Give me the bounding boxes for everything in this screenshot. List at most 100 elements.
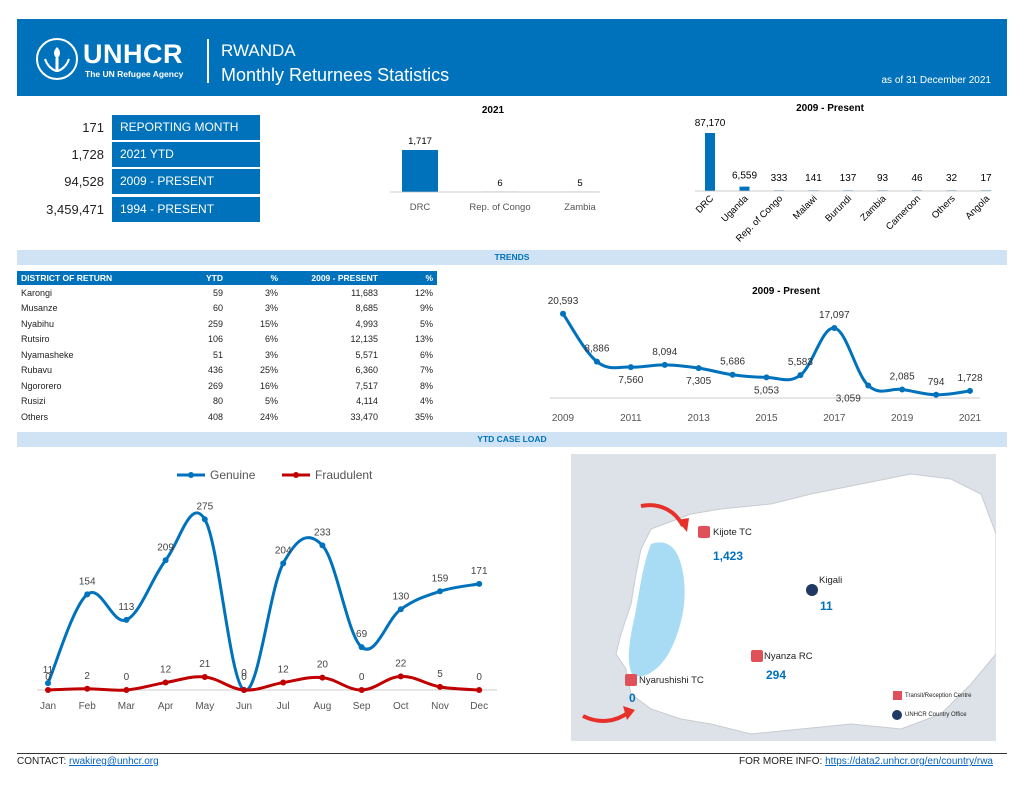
- legend-reception-icon: [893, 691, 902, 700]
- bar: [739, 186, 750, 191]
- data-point: [280, 679, 287, 686]
- data-label: 0: [476, 672, 482, 683]
- kpi-1994-present: 3,459,471 1994 - PRESENT: [17, 197, 260, 222]
- table-cell: Rubavu: [21, 365, 53, 376]
- data-point: [280, 560, 287, 567]
- table-row: Rutsiro 106 6% 12,135 13%: [17, 332, 437, 348]
- map-location-value: 1,423: [713, 549, 744, 563]
- bar-value-label: 6: [497, 178, 502, 189]
- bar-value-label: 17: [980, 173, 992, 184]
- x-tick-label: 2013: [688, 413, 711, 424]
- table-cell: Nyabihu: [21, 318, 55, 329]
- table-cell: 408: [207, 411, 223, 422]
- data-point: [899, 386, 906, 393]
- table-row: Musanze 60 3% 8,685 9%: [17, 301, 437, 317]
- x-tick-label: Dec: [470, 701, 488, 712]
- data-label: 1,728: [957, 373, 982, 384]
- table-row: Others 408 24% 33,470 35%: [17, 409, 437, 425]
- legend-office-icon: [892, 710, 902, 720]
- data-label: 12: [160, 665, 172, 676]
- x-tick-label: Sep: [353, 701, 371, 712]
- data-label: 233: [314, 527, 331, 538]
- table-cell: 60: [212, 303, 223, 314]
- table-cell: 51: [212, 349, 223, 360]
- x-tick-label: Apr: [158, 701, 174, 712]
- data-label: 159: [432, 573, 449, 584]
- table-cell: 33,470: [350, 411, 378, 422]
- table-header-cell: %: [227, 271, 282, 285]
- table-cell: 5,571: [355, 349, 378, 360]
- data-label: 2: [84, 671, 90, 682]
- map-legend-label: UNHCR Country Office: [905, 712, 967, 718]
- map-location-name: Kigali: [819, 575, 843, 586]
- ytd-monthly-line-chart: Genuine Fraudulent 11 154 113 209 275 0 204 233 69…: [37, 468, 497, 712]
- table-header-cell: DISTRICT OF RETURN: [17, 271, 172, 285]
- home-icon: [698, 526, 710, 538]
- data-label: 7,560: [618, 375, 643, 386]
- category-label: Uganda: [719, 193, 751, 225]
- table-cell: 25%: [259, 365, 278, 376]
- data-point: [123, 616, 130, 623]
- bar-value-label: 32: [946, 173, 958, 184]
- data-label: 275: [196, 501, 213, 512]
- data-point: [358, 687, 365, 693]
- table-cell: Karongi: [21, 287, 53, 298]
- x-tick-label: Jul: [277, 701, 290, 712]
- data-label: 5,583: [788, 357, 813, 368]
- logo-wordmark: UNHCR: [83, 39, 183, 69]
- unhcr-emblem-icon: [36, 38, 78, 80]
- chart-title: 2009 - Present: [752, 286, 820, 297]
- district-table: DISTRICT OF RETURN YTD% 2009 - PRESENT% Ka…: [17, 271, 437, 425]
- data-label: 17,097: [819, 310, 850, 321]
- data-point: [661, 361, 668, 368]
- table-header-row: DISTRICT OF RETURN YTD% 2009 - PRESENT%: [17, 271, 437, 285]
- kpi-reporting-month: 171 REPORTING MONTH: [17, 115, 260, 140]
- country-name: RWANDA: [221, 41, 296, 60]
- data-point: [45, 680, 51, 687]
- kpi-value: 1,728: [71, 147, 104, 162]
- table-cell: 6,360: [355, 365, 378, 376]
- table-cell: 8%: [419, 380, 433, 391]
- table-cell: 6%: [264, 334, 278, 345]
- table-cell: 13%: [414, 334, 433, 345]
- table-cell: 9%: [419, 303, 433, 314]
- data-point: [162, 557, 169, 564]
- data-label: 204: [275, 545, 292, 556]
- data-label: 0: [45, 672, 51, 683]
- data-point: [397, 606, 404, 613]
- footer-info: FOR MORE INFO: https://data2.unhcr.org/e…: [739, 756, 993, 767]
- data-label: 0: [124, 672, 130, 683]
- data-label: 5: [437, 669, 443, 680]
- x-tick-label: Jun: [236, 701, 252, 712]
- table-cell: 436: [207, 365, 223, 376]
- category-label: Angola: [963, 193, 992, 222]
- table-cell: 59: [212, 287, 223, 298]
- data-label: 12: [278, 665, 290, 676]
- data-label: 20: [317, 660, 329, 671]
- data-point: [319, 674, 326, 681]
- kpi-label: REPORTING MONTH: [112, 115, 260, 140]
- data-label: 0: [359, 672, 365, 683]
- x-tick-label: 2009: [552, 413, 575, 424]
- category-label: Malawi: [791, 193, 820, 222]
- data-point: [84, 685, 91, 692]
- table-cell: 4,993: [355, 318, 378, 329]
- data-point: [865, 382, 872, 389]
- chart-title: 2009 - Present: [796, 103, 864, 114]
- info-url-link[interactable]: https://data2.unhcr.org/en/country/rwa: [825, 756, 993, 767]
- x-tick-label: 2015: [755, 413, 778, 424]
- data-label: 69: [356, 629, 368, 640]
- map-location-value: 0: [629, 691, 636, 705]
- data-point: [437, 683, 443, 690]
- table-row: Ngororero 269 16% 7,517 8%: [17, 378, 437, 394]
- table-row: Nyabihu 259 15% 4,993 5%: [17, 316, 437, 332]
- trends-section-header: TRENDS: [17, 250, 1007, 265]
- data-point: [84, 591, 91, 598]
- bar-value-label: 141: [805, 173, 822, 184]
- data-label: 0: [241, 672, 247, 683]
- x-tick-label: 2011: [620, 413, 642, 424]
- bar-value-label: 93: [877, 173, 889, 184]
- kpi-label: 1994 - PRESENT: [112, 197, 260, 222]
- data-point: [593, 358, 600, 365]
- contact-email-link[interactable]: rwakireg@unhcr.org: [69, 756, 159, 767]
